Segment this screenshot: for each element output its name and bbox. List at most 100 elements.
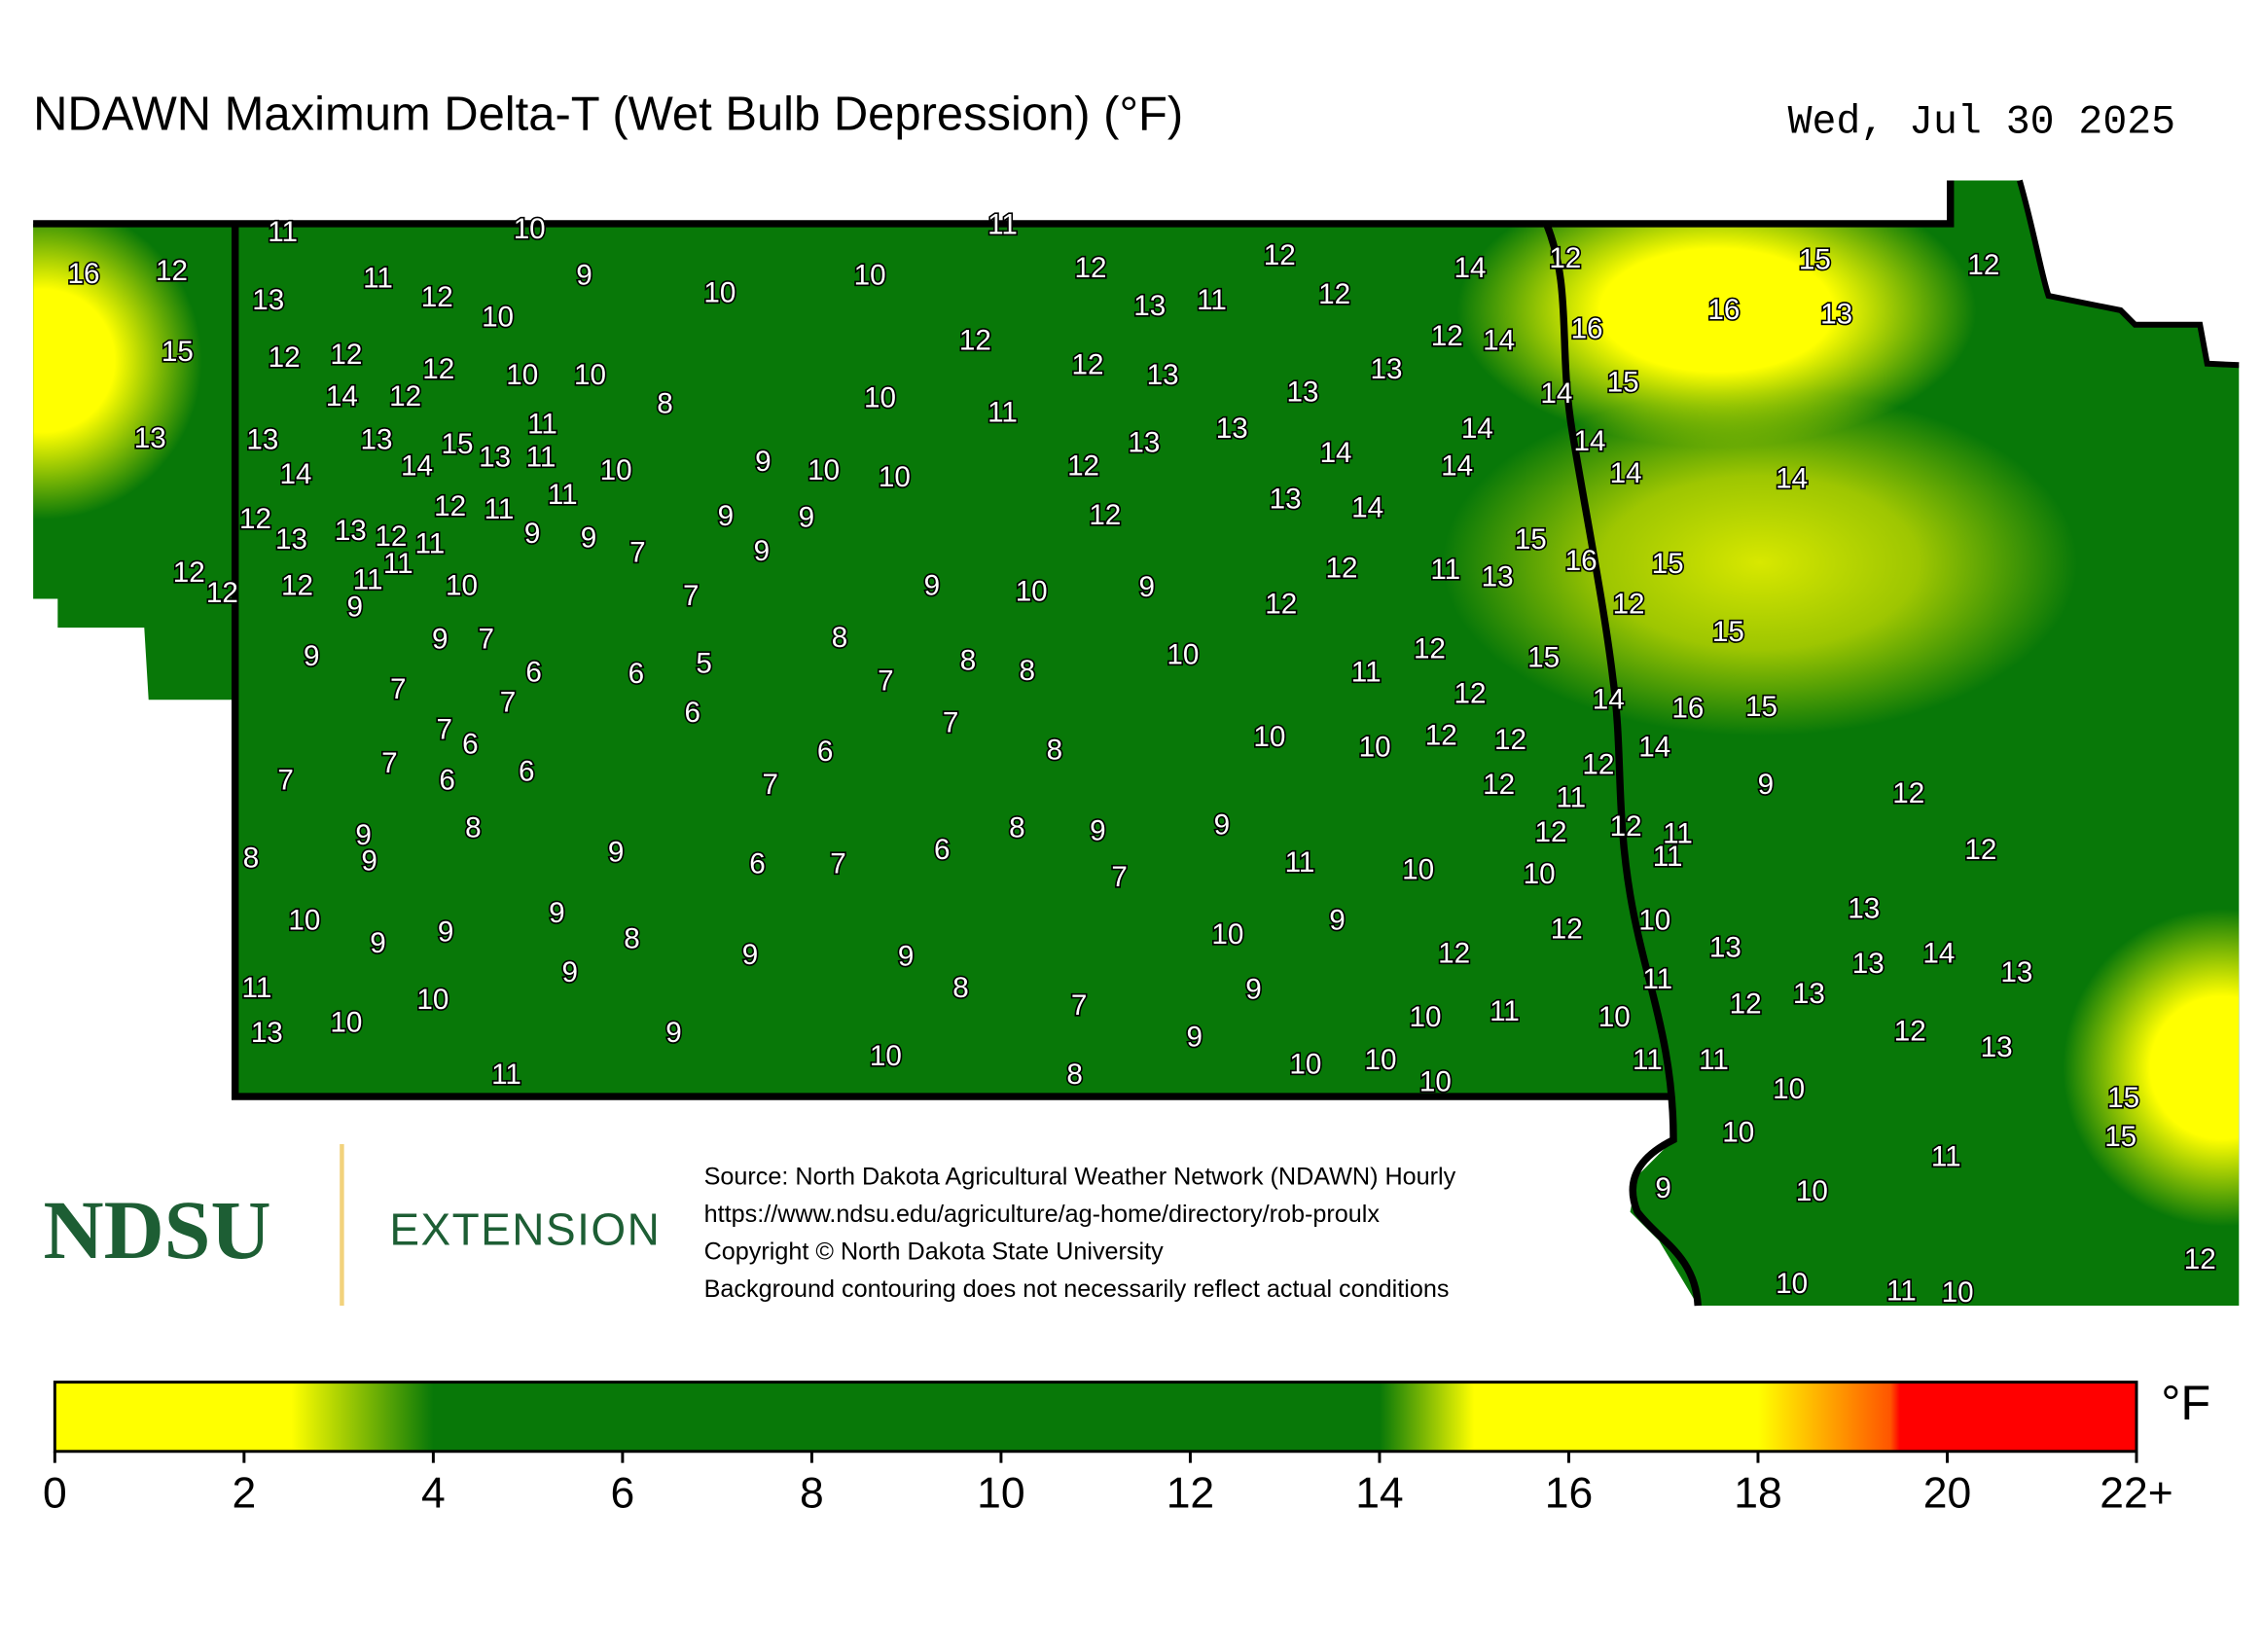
- station-value: 12: [1964, 834, 1996, 866]
- contour: [33, 201, 202, 520]
- station-value: 11: [1886, 1275, 1917, 1308]
- station-value: 13: [479, 441, 511, 473]
- contours: [33, 180, 2240, 1227]
- station-value: 9: [1139, 571, 1156, 603]
- station-value: 13: [335, 515, 367, 547]
- station-value: 9: [924, 569, 941, 601]
- station-value: 13: [1370, 353, 1402, 385]
- station-value: 7: [830, 848, 846, 880]
- station-value: 12: [156, 255, 188, 287]
- station-value: 10: [288, 904, 320, 936]
- colorbar-tick-label: 0: [43, 1470, 67, 1518]
- station-value: 6: [817, 736, 834, 768]
- station-value: 12: [1551, 913, 1583, 945]
- station-value: 9: [370, 927, 386, 959]
- station-value: 9: [347, 592, 364, 624]
- station-value: 10: [514, 213, 546, 245]
- station-value: 12: [1438, 938, 1470, 970]
- station-value: 14: [1351, 491, 1383, 523]
- station-value: 12: [1549, 242, 1581, 274]
- contour: [1456, 180, 1977, 448]
- station-value: 12: [1534, 816, 1566, 848]
- station-value: 13: [251, 1017, 283, 1049]
- logo-unit: EXTENSION: [389, 1204, 661, 1255]
- station-value: 9: [1329, 904, 1346, 936]
- station-value: 13: [1852, 948, 1885, 980]
- station-value: 10: [808, 454, 840, 486]
- station-value: 9: [665, 1017, 682, 1049]
- station-value: 14: [279, 458, 311, 490]
- station-value: 12: [1074, 252, 1106, 284]
- station-value: 12: [330, 339, 362, 371]
- station-value: 16: [1707, 294, 1740, 326]
- station-value: 15: [442, 428, 474, 460]
- station-value: 13: [2000, 956, 2032, 988]
- source-line: Background contouring does not necessari…: [704, 1275, 1450, 1303]
- station-value: 8: [1019, 655, 1035, 687]
- station-value: 11: [383, 548, 413, 580]
- station-value: 12: [1610, 810, 1642, 843]
- station-value: 11: [1556, 781, 1586, 813]
- station-value: 9: [361, 845, 377, 878]
- station-value: 8: [832, 622, 848, 654]
- station-value: 10: [1722, 1116, 1754, 1148]
- station-value: 12: [1494, 724, 1526, 756]
- station-value: 9: [755, 446, 772, 478]
- station-value: 9: [1758, 769, 1775, 801]
- station-value: 10: [1598, 1001, 1631, 1033]
- station-value: 11: [353, 563, 383, 595]
- station-value: 12: [375, 521, 407, 553]
- station-value: 13: [1286, 377, 1318, 409]
- station-value: 10: [506, 359, 538, 391]
- station-value: 15: [1712, 616, 1744, 648]
- station-value: 14: [401, 449, 433, 482]
- station-value: 11: [1633, 1044, 1663, 1076]
- station-value: 12: [1072, 349, 1104, 381]
- station-value: 8: [952, 972, 969, 1004]
- station-value: 14: [1638, 731, 1670, 763]
- date: Wed, Jul 30 2025: [1788, 100, 2175, 146]
- station-value: 6: [462, 729, 479, 761]
- station-value: 7: [1071, 989, 1088, 1022]
- station-value: 13: [1848, 893, 1880, 925]
- station-value: 10: [1253, 721, 1285, 753]
- station-value: 10: [482, 302, 514, 334]
- station-value: 13: [1216, 413, 1248, 445]
- colorbar-tick-label: 14: [1355, 1470, 1403, 1518]
- station-value: 9: [438, 916, 454, 948]
- station-value: 10: [446, 569, 478, 601]
- station-value: 9: [1214, 809, 1231, 842]
- station-value: 7: [943, 706, 959, 738]
- station-value: 9: [754, 535, 771, 567]
- station-value: 12: [1265, 589, 1297, 621]
- colorbar-tick-label: 18: [1734, 1470, 1781, 1518]
- station-value: 12: [389, 380, 421, 413]
- station-value: 14: [1320, 437, 1352, 469]
- station-value: 14: [1441, 449, 1473, 482]
- station-value: 13: [1709, 932, 1741, 964]
- station-value: 14: [1483, 324, 1515, 356]
- station-value: 10: [1167, 639, 1199, 671]
- station-value: 11: [548, 479, 578, 511]
- station-value: 15: [162, 336, 194, 368]
- source-line: Source: North Dakota Agricultural Weathe…: [704, 1163, 1456, 1190]
- station-value: 10: [1776, 1268, 1808, 1300]
- station-value: 12: [1325, 553, 1357, 585]
- station-value: 9: [1245, 974, 1262, 1006]
- station-value: 15: [1799, 243, 1831, 275]
- station-value: 9: [898, 941, 915, 973]
- colorbar-unit: °F: [2161, 1375, 2210, 1430]
- station-value: 6: [525, 656, 542, 688]
- station-value: 11: [1430, 554, 1460, 586]
- station-value: 10: [1942, 1276, 1974, 1309]
- station-value: 16: [1671, 692, 1704, 724]
- station-value: 15: [2107, 1082, 2139, 1114]
- station-value: 10: [1359, 731, 1391, 763]
- station-value: 7: [878, 664, 894, 697]
- station-value: 10: [1289, 1049, 1321, 1081]
- station-value: 6: [934, 834, 951, 866]
- station-value: 13: [1270, 483, 1302, 515]
- station-value: 7: [1111, 861, 1128, 893]
